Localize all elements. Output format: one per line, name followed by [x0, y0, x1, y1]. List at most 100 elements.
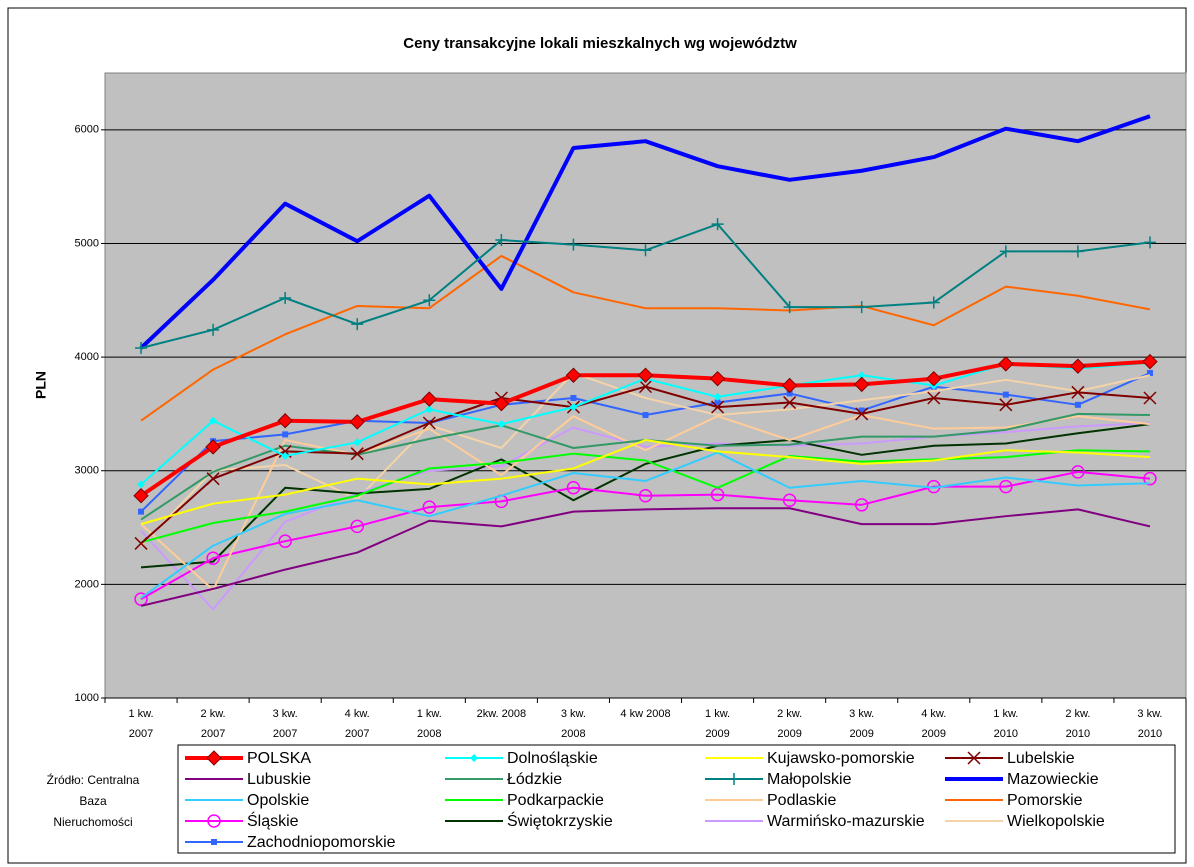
point — [209, 416, 218, 425]
source-note: Źródło: Centralna Baza Nieruchomości — [46, 773, 140, 829]
point — [855, 407, 869, 421]
point — [781, 377, 798, 394]
point — [422, 416, 436, 430]
legend-label: Małopolskie — [767, 771, 852, 788]
series — [140, 372, 1151, 547]
y-tick-label: 2000 — [75, 578, 99, 590]
x-tick-label: 4 kw. 2007 — [344, 708, 370, 740]
series — [140, 451, 1151, 599]
x-tick-label: 1 kw. 2009 — [705, 708, 731, 740]
series — [135, 218, 1156, 354]
point — [1143, 471, 1157, 486]
x-tick-label: 3 kw. 2009 — [849, 708, 875, 740]
x-tick-label: 3 kw. 2008 — [560, 708, 586, 740]
legend-label: Pomorskie — [1007, 792, 1083, 809]
point — [277, 413, 293, 429]
point — [207, 814, 221, 828]
point — [714, 399, 721, 406]
legend-label: Lubelskie — [1007, 750, 1075, 767]
point — [135, 342, 148, 354]
legend-label: Podlaskie — [767, 792, 836, 809]
chart-title: Ceny transakcyjne lokali mieszkalnych wg… — [403, 35, 797, 52]
plot-area — [104, 72, 1187, 699]
legend — [177, 744, 1176, 854]
series — [140, 254, 1151, 422]
point — [350, 519, 364, 534]
point — [137, 480, 146, 489]
series — [140, 449, 1150, 544]
legend-label: Podkarpackie — [507, 792, 604, 809]
point — [421, 391, 438, 407]
x-tick-label: 4 kw. 2009 — [921, 708, 947, 740]
series — [139, 114, 1151, 350]
legend-label: Zachodniopomorskie — [247, 834, 396, 851]
x-tick-label: 1 kw. 2010 — [993, 708, 1019, 740]
point — [854, 498, 869, 512]
point — [1146, 370, 1153, 376]
point — [783, 396, 797, 410]
point — [1143, 236, 1156, 249]
point — [855, 301, 868, 314]
x-tick-label: 4 kw 2008 — [620, 708, 671, 720]
series-line — [140, 470, 1151, 601]
legend-label: Śląskie — [247, 811, 299, 830]
point — [206, 472, 220, 486]
point — [566, 481, 581, 495]
x-tick-label: 3 kw. 2007 — [272, 708, 298, 740]
y-tick-label: 1000 — [75, 692, 99, 704]
point — [638, 380, 653, 394]
point — [423, 294, 436, 307]
point — [711, 218, 724, 231]
series-line — [140, 372, 1151, 547]
point — [278, 534, 292, 548]
point — [999, 245, 1012, 258]
point — [1070, 358, 1086, 374]
legend-label: Łódzkie — [507, 771, 562, 788]
point — [211, 839, 217, 845]
point — [205, 439, 221, 455]
legend-label: Lubuskie — [247, 771, 311, 788]
series-line — [140, 414, 1151, 592]
legend-label: Kujawsko-pomorskie — [767, 750, 915, 767]
legend-label: Warmińsko-mazurskie — [767, 813, 925, 830]
point — [1071, 245, 1084, 258]
point — [728, 773, 740, 785]
point — [927, 296, 940, 309]
point — [858, 407, 865, 414]
point — [998, 356, 1014, 372]
point — [279, 292, 292, 304]
legend-label: Opolskie — [247, 792, 309, 809]
point — [565, 367, 582, 383]
point — [425, 405, 434, 414]
series-line — [140, 449, 1150, 544]
point — [1071, 465, 1085, 479]
point — [857, 371, 866, 380]
point — [281, 451, 290, 460]
x-tick-label: 3 kw. 2010 — [1137, 708, 1163, 740]
point — [1071, 385, 1085, 399]
point — [926, 370, 942, 387]
series — [140, 422, 1151, 611]
point — [206, 551, 220, 565]
point — [638, 488, 653, 503]
point — [134, 536, 148, 550]
point — [493, 395, 510, 412]
point — [353, 438, 362, 447]
x-tick-label: 2kw. 2008 — [476, 708, 527, 720]
series — [140, 439, 1151, 526]
legend-label: Mazowieckie — [1007, 771, 1099, 788]
legend-label: Dolnośląskie — [507, 750, 598, 767]
point — [1074, 401, 1081, 408]
point — [639, 244, 652, 257]
point — [783, 301, 796, 314]
point — [786, 390, 793, 397]
point — [497, 420, 506, 429]
series — [140, 507, 1151, 607]
point — [207, 323, 220, 336]
series-line — [140, 439, 1151, 526]
legend-label: Wielkopolskie — [1007, 813, 1105, 830]
point — [350, 447, 364, 461]
x-tick-label: 2 kw. 2009 — [777, 708, 803, 740]
y-tick-label: 6000 — [75, 124, 99, 136]
point — [570, 395, 577, 401]
